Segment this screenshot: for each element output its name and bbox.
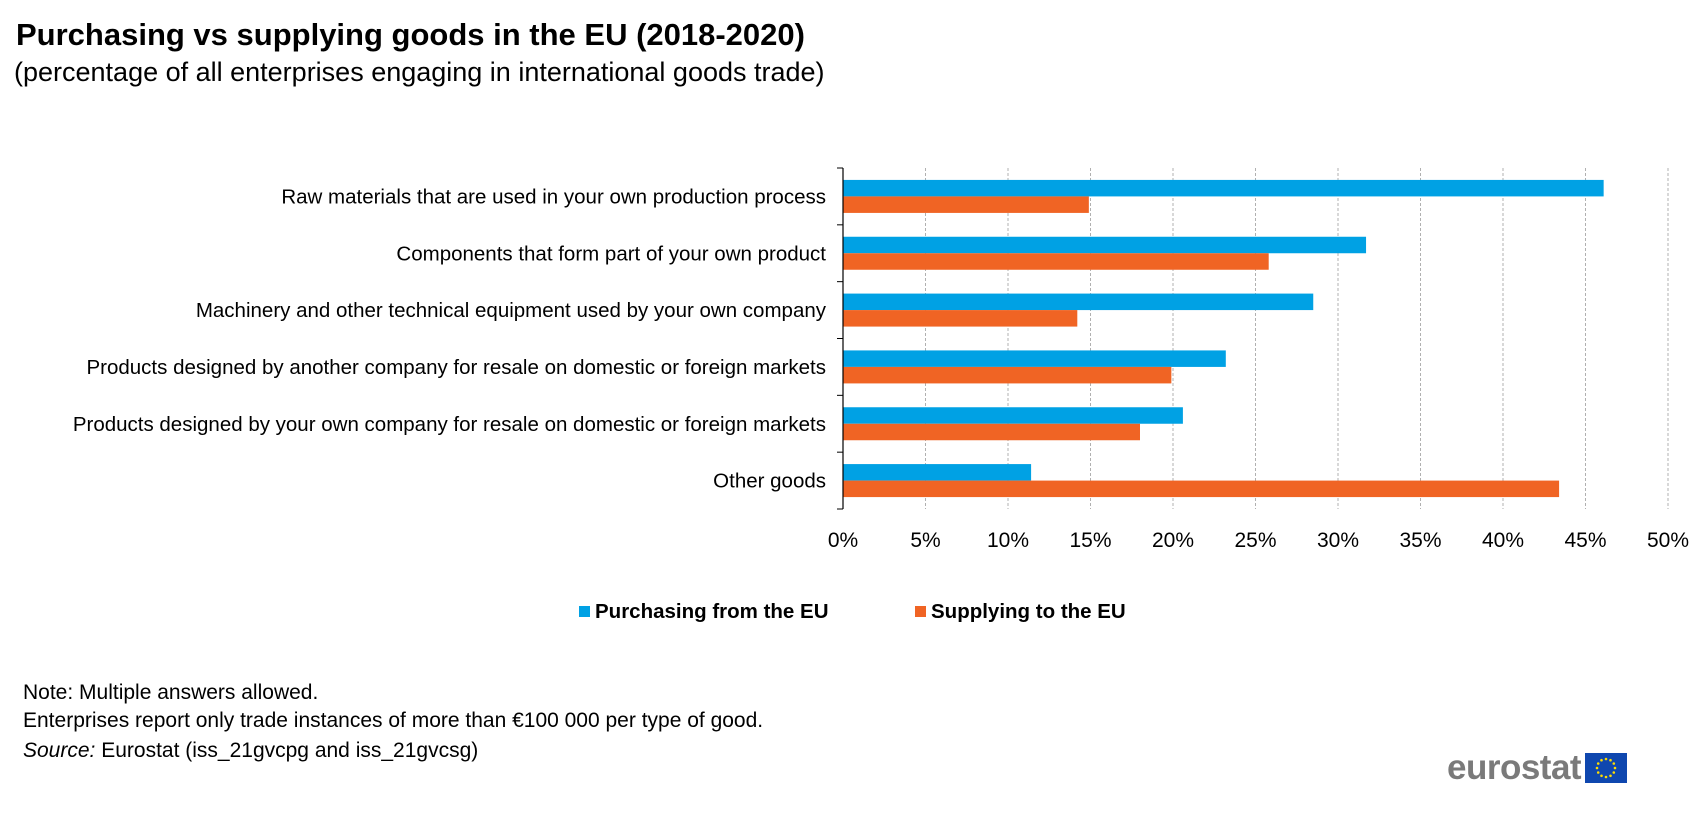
flag-star — [1609, 774, 1612, 778]
x-tick-label: 30% — [1317, 529, 1359, 552]
flag-star — [1612, 762, 1616, 765]
flag-star — [1613, 766, 1617, 770]
legend-swatch — [579, 606, 590, 617]
eu-flag-icon — [1585, 753, 1628, 783]
eurostat-logo: eurostat — [1447, 748, 1628, 788]
note-line-1: Note: Multiple answers allowed. — [23, 681, 319, 704]
flag-star — [1596, 771, 1600, 774]
bar-chart: Raw materials that are used in your own … — [73, 167, 1689, 623]
category-label: Other goods — [713, 470, 826, 493]
x-tick-label: 40% — [1482, 529, 1524, 552]
source-text: Eurostat (iss_21gvcpg and iss_21gvcsg) — [95, 739, 479, 762]
x-tick-label: 35% — [1399, 529, 1441, 552]
chart-subtitle: (percentage of all enterprises engaging … — [14, 57, 825, 87]
flag-star — [1595, 766, 1599, 770]
source-line: Source: Eurostat (iss_21gvcpg and iss_21… — [23, 737, 763, 765]
flag-star — [1600, 758, 1603, 762]
x-tick-label: 15% — [1069, 529, 1111, 552]
flag-star — [1609, 758, 1612, 762]
bar-purchasing — [843, 407, 1183, 424]
x-tick-label: 20% — [1152, 529, 1194, 552]
flag-star — [1596, 762, 1600, 765]
legend-label: Supplying to the EU — [931, 600, 1126, 623]
x-tick-label: 50% — [1647, 529, 1689, 552]
bar-purchasing — [843, 464, 1032, 481]
bar-purchasing — [843, 293, 1314, 311]
bar-purchasing — [843, 179, 1604, 197]
x-tick-label: 25% — [1234, 529, 1276, 552]
notes: Note: Multiple answers allowed. Enterpri… — [23, 679, 763, 765]
legend-swatch — [915, 606, 926, 617]
bar-supplying — [843, 253, 1269, 270]
bar-supplying — [843, 196, 1089, 213]
x-tick-label: 45% — [1564, 529, 1606, 552]
category-label: Components that form part of your own pr… — [396, 242, 826, 265]
x-tick-label: 10% — [987, 529, 1029, 552]
bar-purchasing — [843, 236, 1367, 254]
chart-title: Purchasing vs supplying goods in the EU … — [16, 17, 805, 52]
flag-star — [1604, 757, 1608, 761]
flag-star — [1612, 771, 1616, 774]
bar-supplying — [843, 480, 1560, 498]
bar-supplying — [843, 423, 1140, 441]
category-label: Products designed by your own company fo… — [73, 413, 826, 436]
x-tick-label: 0% — [828, 529, 858, 552]
flag-star — [1604, 775, 1608, 779]
note-line-2: Enterprises report only trade instances … — [23, 709, 764, 732]
category-label: Machinery and other technical equipment … — [196, 299, 827, 322]
category-label: Raw materials that are used in your own … — [281, 185, 826, 208]
x-tick-label: 5% — [910, 529, 940, 552]
flag-star — [1600, 774, 1603, 778]
category-label: Products designed by another company for… — [86, 356, 826, 379]
source-label: Source: — [23, 739, 96, 762]
bar-supplying — [843, 310, 1078, 327]
logo-wordmark: eurostat — [1447, 748, 1582, 787]
bar-supplying — [843, 366, 1172, 384]
bar-purchasing — [843, 350, 1226, 367]
legend-label: Purchasing from the EU — [595, 600, 829, 623]
